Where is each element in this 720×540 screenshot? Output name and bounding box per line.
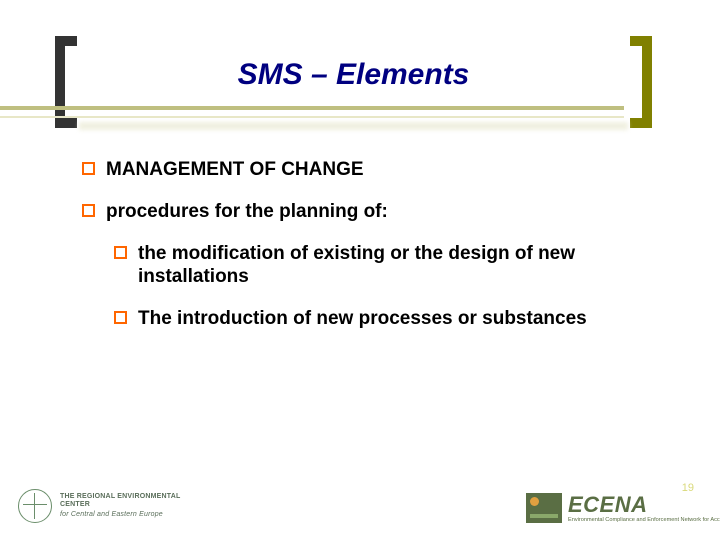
bullet-text: The introduction of new processes or sub… (138, 308, 587, 329)
footer-logo-left: THE REGIONAL ENVIRONMENTAL CENTER for Ce… (18, 484, 208, 528)
footer-left-line1: THE REGIONAL ENVIRONMENTAL CENTER (60, 493, 208, 508)
footer-logo-right: ECENA Environmental Compliance and Enfor… (526, 486, 706, 530)
square-bullet-icon (114, 311, 127, 324)
bullet-text: the modification of existing or the desi… (138, 243, 575, 288)
square-bullet-icon (82, 162, 95, 175)
footer-left-line2: for Central and Eastern Europe (60, 511, 208, 519)
bullet-text: MANAGEMENT OF CHANGE (106, 159, 364, 180)
square-bullet-icon (82, 204, 95, 217)
slide: SMS – Elements MANAGEMENT OF CHANGE proc… (0, 0, 720, 540)
bullet-l2: the modification of existing or the desi… (114, 242, 640, 290)
footer-right-sub: Environmental Compliance and Enforcement… (568, 517, 720, 523)
square-bullet-icon (114, 246, 127, 259)
bullet-l1: MANAGEMENT OF CHANGE (82, 158, 640, 182)
ecena-mark-icon (526, 493, 562, 523)
footer-right-text: ECENA Environmental Compliance and Enfor… (568, 494, 720, 523)
bullet-l2: The introduction of new processes or sub… (114, 307, 640, 331)
title-shadow (79, 122, 628, 130)
slide-title: SMS – Elements (55, 58, 652, 92)
title-underline (0, 106, 624, 110)
footer-right-brand: ECENA (568, 494, 720, 516)
title-area: SMS – Elements (55, 36, 652, 128)
footer-left-text: THE REGIONAL ENVIRONMENTAL CENTER for Ce… (60, 493, 208, 518)
bullet-l1: procedures for the planning of: (82, 200, 640, 224)
content-area: MANAGEMENT OF CHANGE procedures for the … (82, 158, 640, 349)
globe-icon (18, 489, 52, 523)
bullet-text: procedures for the planning of: (106, 201, 388, 222)
title-underline-2 (0, 116, 624, 118)
